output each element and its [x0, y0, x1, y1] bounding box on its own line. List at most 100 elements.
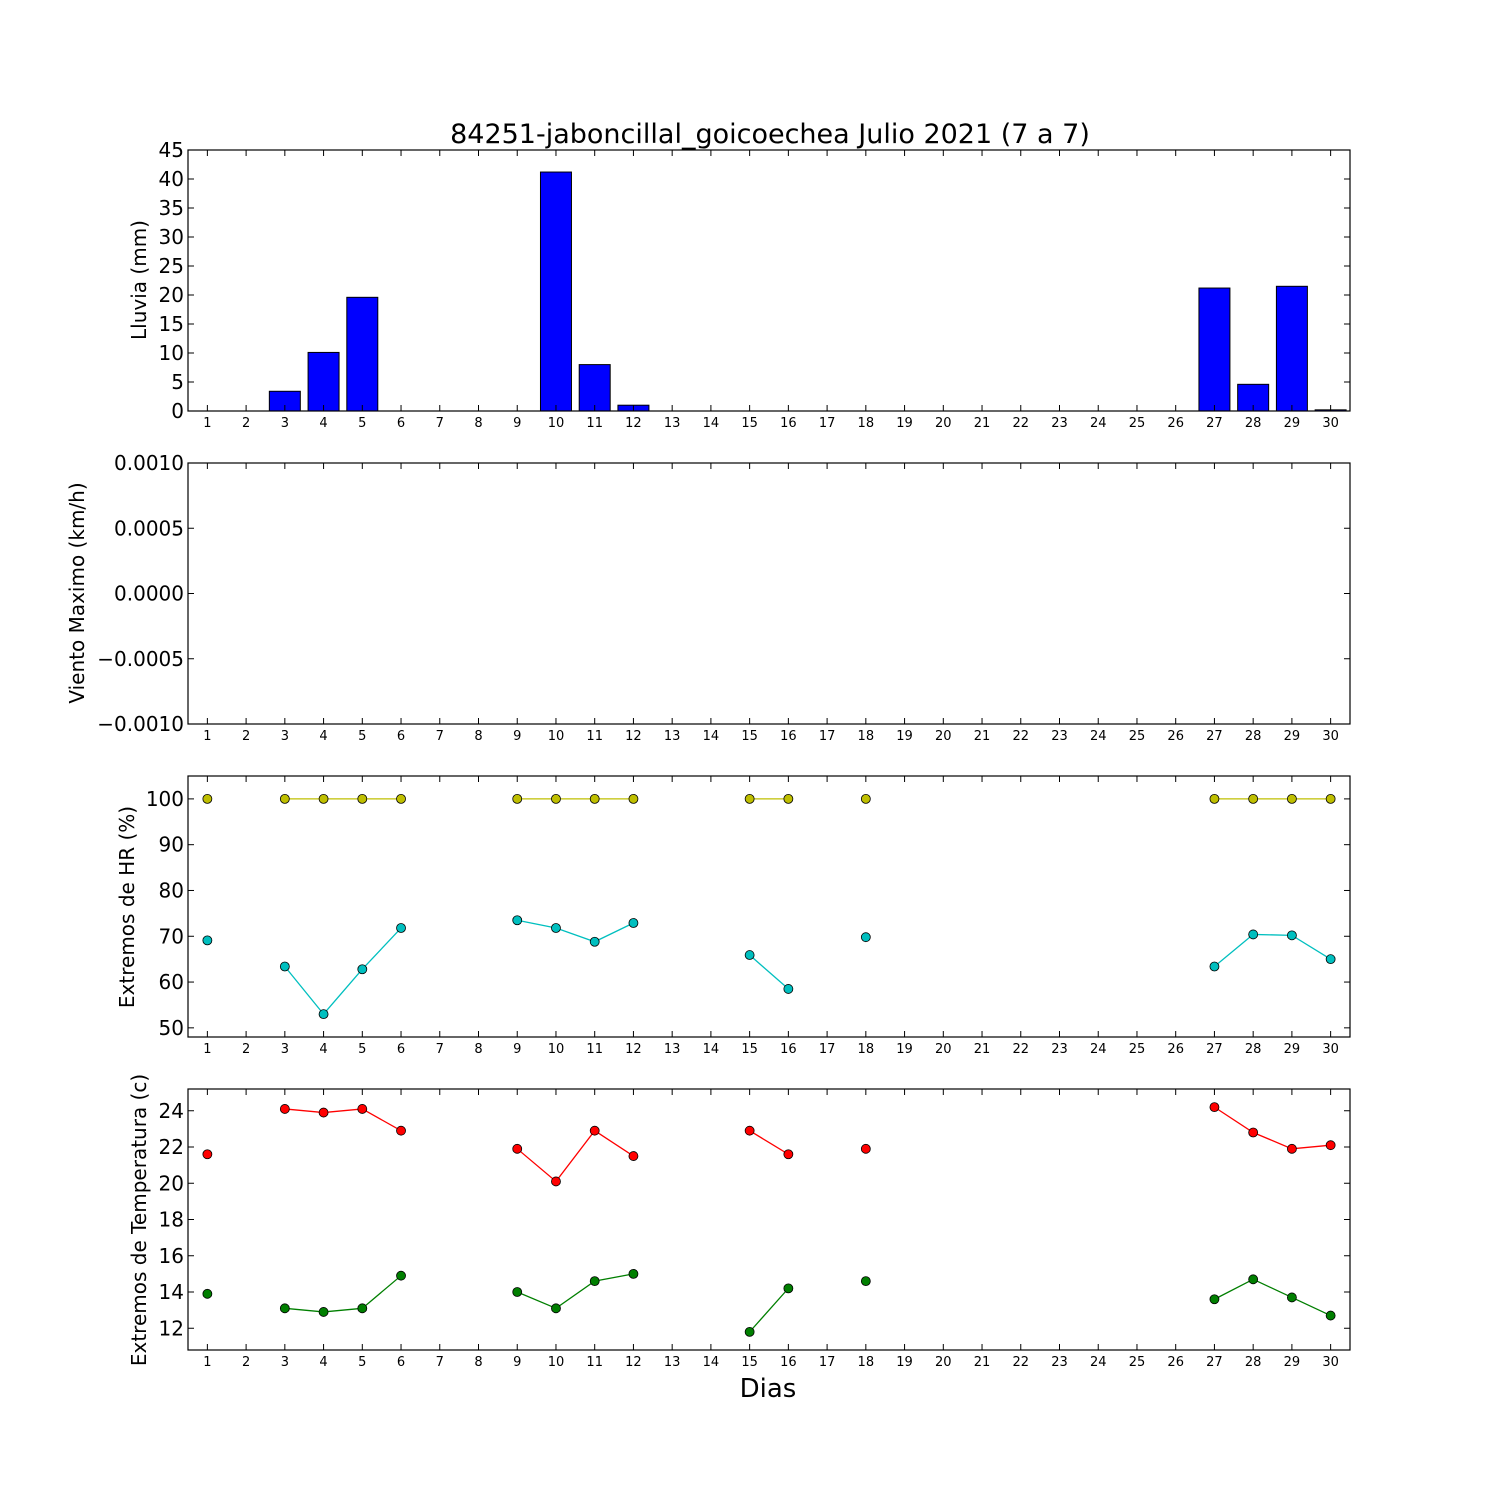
chart-title: 84251-jaboncillal_goicoechea Julio 2021 …: [450, 119, 1090, 150]
humidity-y-axis-label: Extremos de HR (%): [115, 806, 139, 1008]
x-tick-label: 16: [780, 729, 797, 744]
x-tick-label: 7: [436, 729, 444, 744]
x-tick-label: 15: [741, 729, 758, 744]
x-tick-label: 11: [586, 729, 603, 744]
x-tick-label: 24: [1090, 1042, 1107, 1057]
hr_max-marker-day-28: [1248, 793, 1259, 804]
temp_min-marker-day-29: [1287, 1292, 1297, 1303]
x-tick-label: 10: [548, 416, 565, 431]
x-tick-label: 25: [1129, 1355, 1146, 1370]
x-tick-label: 28: [1245, 729, 1262, 744]
x-tick-label: 24: [1090, 729, 1107, 744]
hr_min-line: [517, 919, 634, 943]
axes-frame: [187, 149, 1351, 412]
x-tick-label: 27: [1206, 1355, 1223, 1370]
temp_min-line: [516, 1273, 634, 1310]
hr_min-line: [284, 927, 402, 1016]
temp_max-line: [516, 1129, 634, 1183]
x-tick-label: 21: [974, 416, 991, 431]
y-tick-label: 90: [159, 833, 184, 857]
temp_max-marker-day-5: [357, 1104, 368, 1114]
x-tick-label: 9: [513, 1042, 521, 1057]
y-tick-label: 40: [159, 167, 184, 191]
hr_max-marker-day-5: [357, 793, 368, 804]
x-tick-label: 21: [974, 1042, 991, 1057]
x-tick-label: 7: [436, 416, 444, 431]
x-tick-label: 5: [358, 1042, 366, 1057]
temp_min-marker-day-27: [1209, 1294, 1220, 1305]
x-tick-label: 25: [1129, 729, 1146, 744]
temp_max-marker-day-11: [589, 1125, 600, 1136]
x-tick-label: 1: [203, 729, 211, 744]
x-tick-label: 28: [1245, 1355, 1262, 1370]
x-tick-label: 18: [858, 1355, 875, 1370]
x-tick-label: 16: [780, 416, 797, 431]
hr_min-marker-day-15: [744, 950, 755, 960]
y-tick-label: 20: [159, 1171, 184, 1195]
x-tick-label: 12: [625, 416, 642, 431]
x-tick-label: 8: [474, 416, 482, 431]
x-tick-label: 18: [858, 1042, 875, 1057]
x-tick-label: 5: [358, 416, 366, 431]
x-tick-label: 11: [586, 1042, 603, 1057]
x-tick-label: 8: [474, 729, 482, 744]
x-tick-label: 23: [1051, 416, 1068, 431]
x-tick-label: 20: [935, 416, 952, 431]
temp_max-line: [749, 1130, 789, 1155]
x-tick-label: 30: [1322, 1355, 1339, 1370]
x-tick-label: 15: [741, 1042, 758, 1057]
x-tick-label: 10: [548, 1042, 565, 1057]
y-tick-label: −0.0005: [97, 647, 184, 671]
x-tick-label: 14: [703, 729, 720, 744]
x-tick-label: 13: [664, 1355, 681, 1370]
hr_min-marker-day-1: [202, 935, 213, 946]
temp_max-marker-day-18: [860, 1143, 871, 1154]
x-tick-label: 13: [664, 1042, 681, 1057]
x-tick-label: 22: [1012, 1042, 1029, 1057]
y-tick-label: 16: [159, 1244, 184, 1268]
hr_min-line: [749, 954, 789, 990]
rain-bar-day-10: [539, 171, 572, 412]
x-tick-label: 14: [703, 416, 720, 431]
hr_max-marker-day-12: [628, 793, 639, 804]
x-tick-label: 19: [896, 1355, 913, 1370]
rain-bar-day-5: [346, 296, 379, 412]
axes-frame: [187, 775, 1351, 1038]
x-tick-label: 1: [203, 1355, 211, 1370]
y-tick-label: −0.0010: [97, 712, 184, 736]
x-tick-label: 28: [1245, 1042, 1262, 1057]
x-tick-label: 6: [397, 1042, 405, 1057]
temp_min-marker-day-6: [396, 1270, 406, 1281]
hr_min-marker-day-27: [1209, 961, 1220, 972]
x-tick-label: 26: [1167, 416, 1184, 431]
x-tick-label: 30: [1322, 1042, 1339, 1057]
hr_max-marker-day-11: [589, 793, 600, 804]
temp_max-marker-day-30: [1325, 1140, 1336, 1151]
y-tick-label: 45: [159, 138, 184, 162]
y-tick-label: 22: [159, 1135, 184, 1159]
x-tick-label: 24: [1090, 416, 1107, 431]
x-tick-label: 18: [858, 729, 875, 744]
y-tick-label: 60: [159, 970, 184, 994]
y-tick-label: 14: [159, 1280, 184, 1304]
hr_min-marker-day-6: [396, 923, 406, 933]
x-tick-label: 17: [819, 729, 836, 744]
x-axis-label: Dias: [740, 1374, 797, 1404]
y-tick-label: 15: [159, 312, 184, 336]
x-tick-label: 5: [358, 1355, 366, 1370]
x-tick-label: 29: [1284, 416, 1301, 431]
x-tick-label: 13: [664, 416, 681, 431]
x-tick-label: 23: [1051, 1355, 1068, 1370]
x-tick-label: 4: [319, 1042, 327, 1057]
x-tick-label: 9: [513, 416, 521, 431]
x-tick-label: 13: [664, 729, 681, 744]
temp_min-marker-day-4: [318, 1307, 329, 1317]
x-tick-label: 14: [703, 1042, 720, 1057]
x-tick-label: 12: [625, 729, 642, 744]
x-tick-label: 17: [819, 1042, 836, 1057]
hr_max-marker-day-10: [551, 793, 561, 804]
hr_min-marker-day-5: [357, 964, 368, 975]
x-tick-label: 15: [741, 1355, 758, 1370]
temp_max-marker-day-28: [1248, 1127, 1259, 1138]
